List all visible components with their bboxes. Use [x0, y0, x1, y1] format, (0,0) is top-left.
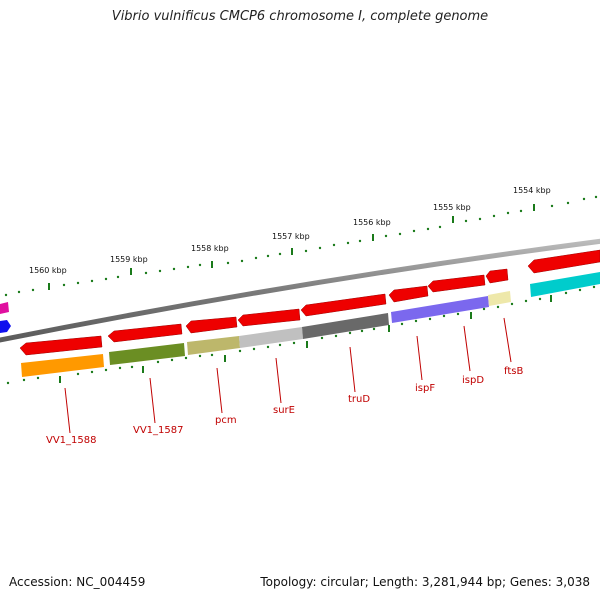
- kbp-label: 1560 kbp: [29, 266, 67, 275]
- gene-label: VV1_1587: [133, 425, 184, 436]
- cog-bar: [187, 336, 240, 355]
- gene-arrow: [427, 274, 486, 293]
- minor-tick: [224, 355, 226, 362]
- minor-tick: [388, 325, 390, 332]
- chromosome-backbone: [0, 238, 600, 343]
- kbp-label: 1557 kbp: [272, 232, 310, 241]
- cog-bar: [21, 354, 104, 377]
- inner-tick-ring: [6, 285, 596, 385]
- edge-gene-blue: [0, 320, 11, 333]
- genome-summary-text: Topology: circular; Length: 3,281,944 bp…: [260, 575, 590, 589]
- cog-bar: [530, 272, 600, 297]
- major-tick: [211, 261, 213, 268]
- gene-arrow: [527, 249, 600, 274]
- minor-tick: [470, 312, 472, 319]
- kbp-label: 1558 kbp: [191, 244, 229, 253]
- minor-tick: [142, 366, 144, 373]
- gene-arrow: [185, 316, 238, 334]
- gene-label: truD: [348, 394, 370, 405]
- kbp-label: 1554 kbp: [513, 186, 551, 195]
- gene-arrows: [19, 249, 600, 356]
- gene-label: ftsB: [504, 366, 523, 377]
- gene-label: ispF: [415, 383, 435, 394]
- gene-arrow: [300, 293, 387, 317]
- kbp-label: 1559 kbp: [110, 255, 148, 264]
- cog-bar: [109, 343, 185, 365]
- gene-arrow: [237, 308, 301, 327]
- cog-bar: [239, 327, 303, 348]
- gene-arrow: [388, 285, 429, 303]
- gene-label: surE: [273, 405, 295, 416]
- major-tick: [130, 268, 132, 275]
- major-tick: [291, 248, 293, 255]
- kbp-label: 1556 kbp: [353, 218, 391, 227]
- gene-arrow: [107, 323, 183, 343]
- gene-label: VV1_1588: [46, 435, 97, 446]
- label-leaders: [64, 317, 512, 434]
- major-tick: [452, 216, 454, 223]
- cog-bar: [391, 296, 489, 323]
- outer-tick-ring: [4, 195, 598, 297]
- gene-arrow: [485, 268, 509, 284]
- minor-tick: [550, 295, 552, 302]
- minor-tick: [306, 341, 308, 348]
- kbp-label: 1555 kbp: [433, 203, 471, 212]
- major-tick: [533, 204, 535, 211]
- cog-bar: [488, 291, 511, 306]
- edge-gene-magenta: [0, 302, 9, 314]
- cog-bars: [21, 272, 600, 377]
- cog-bar: [302, 313, 389, 339]
- accession-text: Accession: NC_004459: [9, 575, 146, 589]
- gene-arrow: [19, 335, 103, 356]
- gene-label: ispD: [462, 375, 484, 386]
- major-tick: [48, 283, 50, 290]
- map-title: Vibrio vulnificus CMCP6 chromosome I, co…: [111, 9, 489, 24]
- gene-label: pcm: [215, 415, 237, 426]
- minor-tick: [59, 376, 61, 383]
- major-tick: [372, 234, 374, 241]
